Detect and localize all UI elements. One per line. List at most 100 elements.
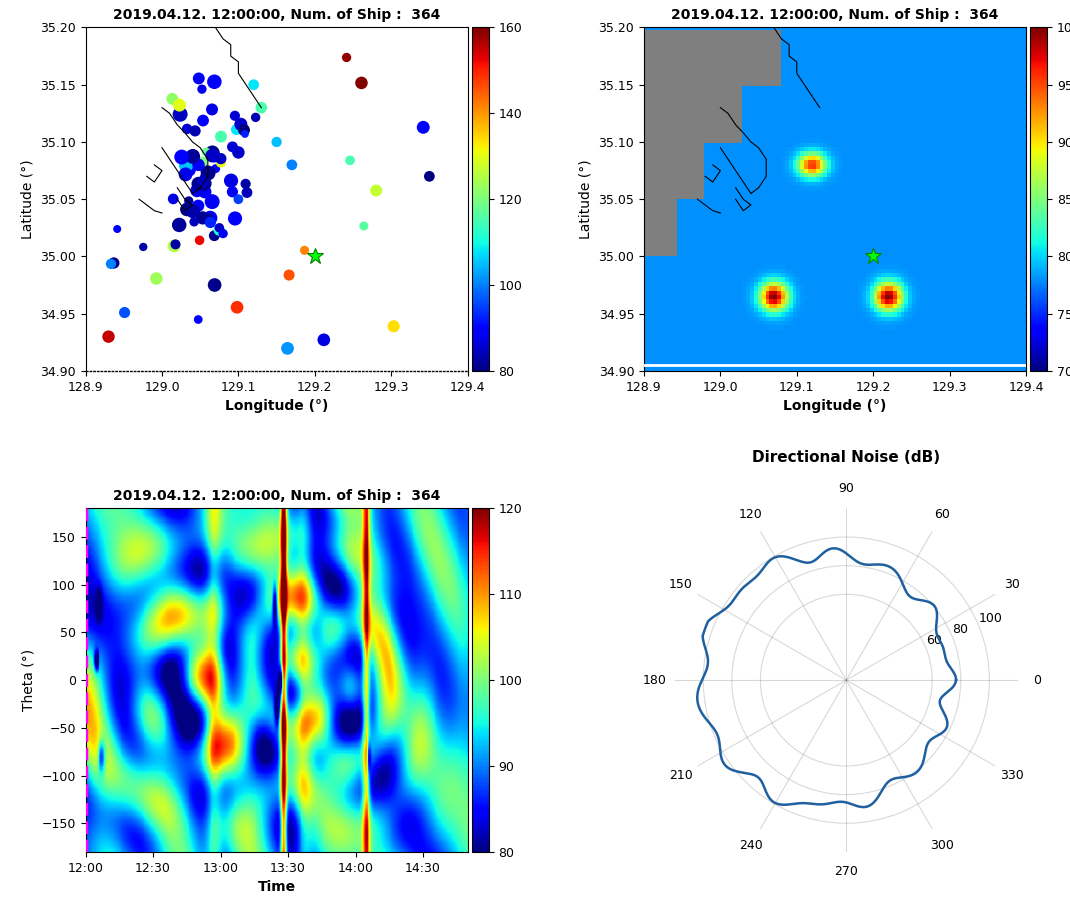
Point [268,135,285,149]
Point [192,233,209,247]
Point [280,267,297,282]
Point [203,194,220,209]
Point [245,78,262,93]
Point [170,218,187,233]
Y-axis label: Latitude (°): Latitude (°) [20,159,34,239]
Point [199,166,216,180]
Point [181,162,198,177]
X-axis label: Longitude (°): Longitude (°) [225,399,328,413]
Title: 2019.04.12. 12:00:00, Num. of Ship :  364: 2019.04.12. 12:00:00, Num. of Ship : 364 [671,8,998,22]
Point [474,364,491,378]
Point [184,149,201,164]
Point [205,74,223,89]
Point [189,158,207,172]
Point [353,76,370,91]
Point [178,158,195,172]
Point [213,129,230,144]
Point [135,240,152,255]
X-axis label: Longitude (°): Longitude (°) [783,399,887,413]
Point [421,169,438,184]
Point [203,102,220,116]
Point [341,153,358,168]
Point [230,145,247,159]
Point [203,148,220,163]
Point [228,122,245,136]
Point [167,237,184,252]
Point [202,215,219,230]
Point [186,124,203,138]
Point [190,71,208,86]
Point [194,211,211,225]
Point [194,158,211,173]
Point [166,238,183,253]
Point [109,222,126,236]
Point [116,305,133,320]
Point [196,177,213,191]
Point [203,146,220,160]
Point [211,221,228,235]
Title: 2019.04.12. 12:00:00, Num. of Ship :  364: 2019.04.12. 12:00:00, Num. of Ship : 364 [113,489,440,503]
Point [164,92,181,106]
Point [180,193,197,208]
Point [205,149,223,164]
Point [165,191,182,206]
Point [368,183,385,198]
Point [103,256,120,271]
Point [173,149,190,164]
Title: 2019.04.12. 12:00:00, Num. of Ship :  364: 2019.04.12. 12:00:00, Num. of Ship : 364 [113,8,440,22]
Point [230,192,247,207]
Point [212,156,229,170]
Point [201,211,218,225]
Point [185,214,202,229]
Point [212,151,229,166]
Point [211,223,228,237]
Point [227,212,244,226]
Point [296,243,314,257]
Point [171,107,188,122]
Point [195,174,212,189]
Point [247,110,264,125]
Point [189,312,207,327]
Point [177,167,194,181]
Point [253,101,270,115]
Point [179,122,196,136]
Point [194,155,211,169]
Point [235,123,253,137]
X-axis label: Time: Time [258,880,295,894]
Point [316,333,333,347]
Point [100,330,117,344]
Point [199,211,216,225]
Point [227,108,244,123]
Point [105,256,122,270]
Point [223,173,240,188]
Point [188,183,205,198]
Point [279,341,296,355]
Point [284,158,301,172]
Point [338,50,355,65]
Point [196,176,213,191]
Point [208,161,225,176]
Point [171,98,188,113]
Point [184,203,201,218]
Point [355,219,372,234]
Point [236,126,254,141]
Point [229,300,246,314]
Point [196,184,213,199]
Point [194,82,211,96]
Point [198,145,215,159]
Point [179,202,196,217]
Point [207,278,224,292]
Point [205,228,223,243]
Y-axis label: Latitude (°): Latitude (°) [579,159,593,239]
Point [148,271,165,286]
Point [385,319,402,333]
Point [224,139,241,154]
Point [215,226,232,241]
Point [238,177,255,191]
Point [189,199,207,213]
Point [239,185,256,200]
Point [232,117,249,132]
Point [415,120,432,135]
Point [195,114,212,128]
Y-axis label: Theta (°): Theta (°) [22,649,36,711]
